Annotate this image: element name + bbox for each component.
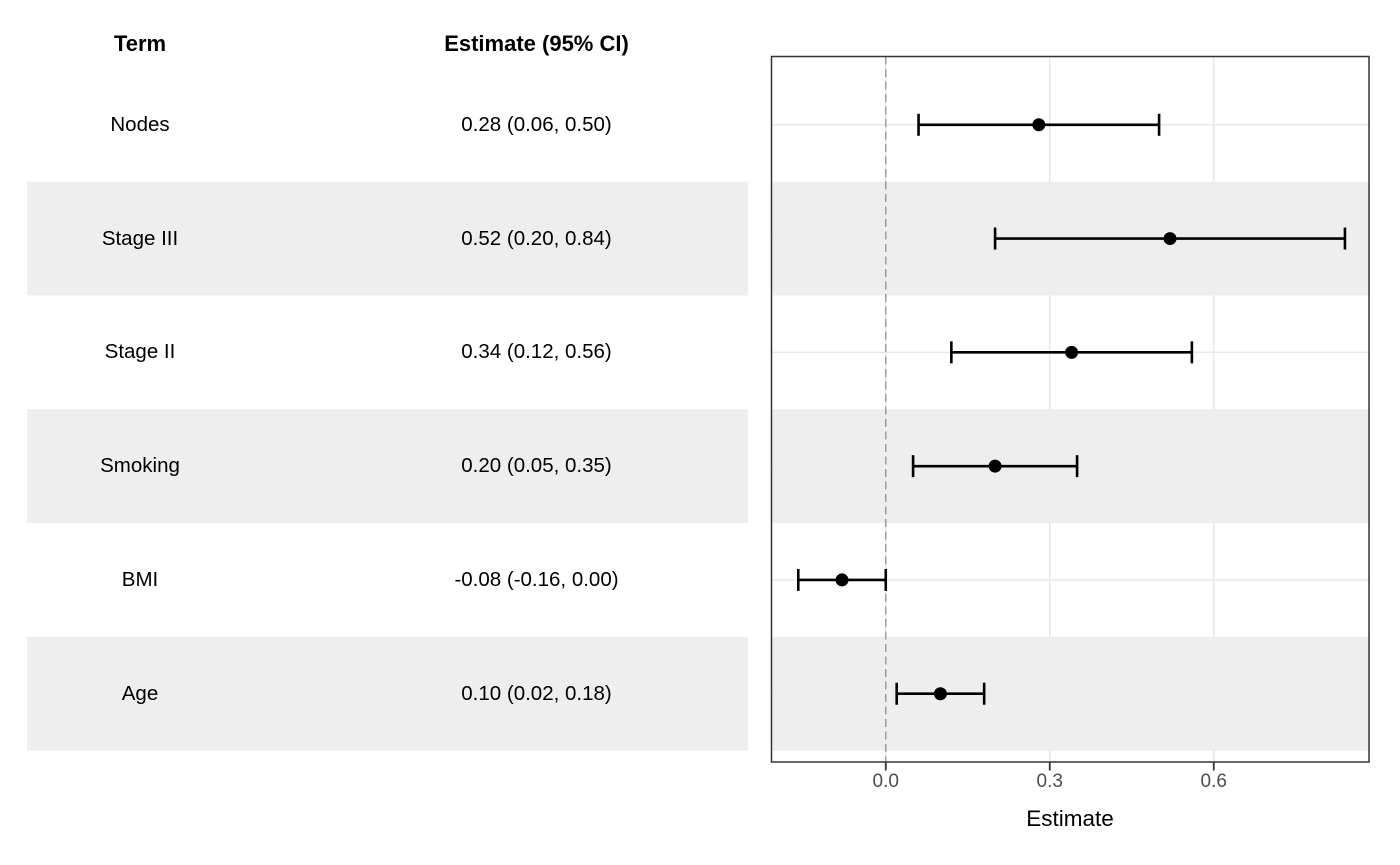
- term-label-stage-ii: Stage II: [104, 340, 176, 364]
- term-label-nodes: Nodes: [110, 112, 170, 136]
- estimate-ci-label: -0.08 (-0.16, 0.00): [454, 567, 619, 591]
- table-row-stripe: [27, 636, 748, 751]
- panel-border: [770, 55, 1370, 763]
- table-row-stripe: [27, 181, 748, 296]
- term-label-age: Age: [121, 681, 159, 705]
- panel-row-stripe: [772, 636, 1369, 751]
- term-column-header: Term: [113, 31, 167, 56]
- term-label-smoking: Smoking: [100, 454, 180, 478]
- estimate-ci-label: 0.34 (0.12, 0.56): [461, 340, 612, 364]
- point-estimate: [1032, 118, 1046, 132]
- point-estimate: [1163, 232, 1177, 246]
- estimate-ci-label: 0.52 (0.20, 0.84): [461, 226, 612, 250]
- point-estimate: [1065, 345, 1079, 359]
- point-estimate: [988, 459, 1002, 473]
- table-row-stripe: [27, 409, 748, 524]
- estimate-ci-label: 0.20 (0.05, 0.35): [461, 454, 612, 478]
- x-axis-title: Estimate: [1026, 806, 1114, 831]
- term-label-bmi: BMI: [121, 567, 159, 591]
- x-tick-label-0: 0.0: [872, 771, 899, 792]
- point-estimate: [835, 573, 849, 587]
- point-estimate: [933, 687, 947, 701]
- term-label-stage-iii: Stage III: [101, 226, 179, 250]
- estimate-ci-label: 0.28 (0.06, 0.50): [461, 112, 612, 136]
- x-tick-label-2: 0.6: [1200, 771, 1227, 792]
- estimate-column-header: Estimate (95% CI): [444, 31, 629, 56]
- x-tick-label-1: 0.3: [1036, 771, 1063, 792]
- estimate-ci-label: 0.10 (0.02, 0.18): [461, 681, 612, 705]
